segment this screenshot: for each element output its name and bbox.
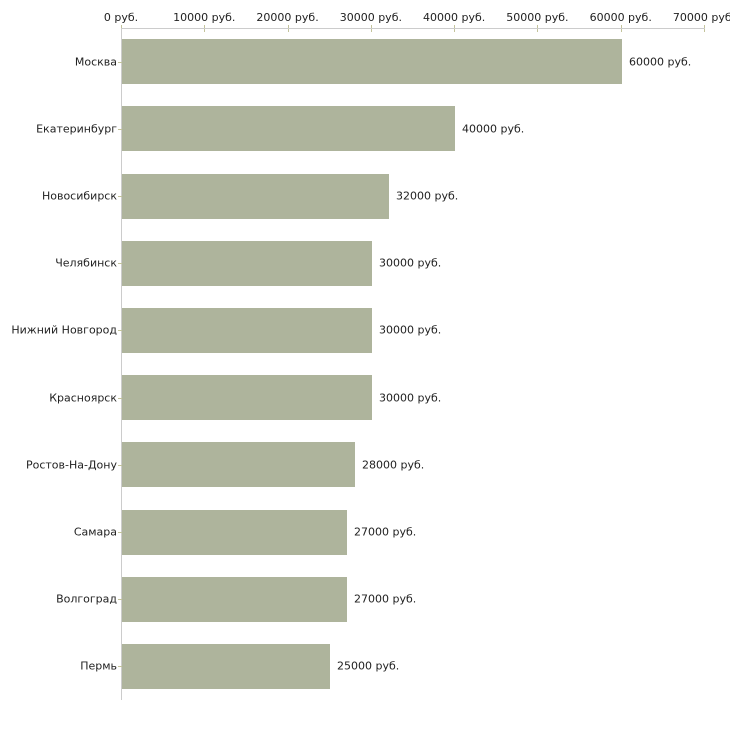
- category-label: Новосибирск: [41, 189, 117, 203]
- value-label: 60000 руб.: [629, 55, 692, 69]
- category-label: Красноярск: [49, 391, 117, 405]
- value-label: 27000 руб.: [354, 525, 417, 539]
- value-label: 25000 руб.: [337, 659, 400, 673]
- value-label: 30000 руб.: [379, 323, 442, 337]
- x-axis-tick-label: 0 руб.: [103, 11, 139, 24]
- bar: [122, 442, 355, 487]
- value-label: 27000 руб.: [354, 592, 417, 606]
- category-tick: [118, 599, 122, 600]
- bar: [122, 174, 389, 219]
- category-tick: [118, 465, 122, 466]
- category-label: Нижний Новгород: [11, 323, 117, 337]
- category-label: Волгоград: [56, 592, 117, 606]
- x-axis-tick-label: 30000 руб.: [339, 11, 402, 24]
- bar: [122, 577, 347, 622]
- category-label: Екатеринбург: [36, 122, 117, 136]
- bar: [122, 106, 455, 151]
- category-label: Москва: [74, 55, 117, 69]
- x-axis-tick-label: 50000 руб.: [506, 11, 569, 24]
- category-tick: [118, 532, 122, 533]
- category-tick: [118, 62, 122, 63]
- bar: [122, 510, 347, 555]
- value-label: 30000 руб.: [379, 256, 442, 270]
- x-axis-tick-label: 10000 руб.: [173, 11, 236, 24]
- bar: [122, 39, 622, 84]
- category-tick: [118, 263, 122, 264]
- x-axis-tick-label: 70000 руб.: [672, 11, 730, 24]
- y-axis-line: [121, 28, 122, 700]
- bar: [122, 375, 372, 420]
- category-label: Челябинск: [55, 256, 117, 270]
- x-axis-tick-label: 40000 руб.: [423, 11, 486, 24]
- category-label: Самара: [73, 525, 117, 539]
- category-label: Ростов-На-Дону: [25, 458, 117, 472]
- category-tick: [118, 196, 122, 197]
- value-label: 28000 руб.: [362, 458, 425, 472]
- category-tick: [118, 398, 122, 399]
- value-label: 40000 руб.: [462, 122, 525, 136]
- value-label: 32000 руб.: [396, 189, 459, 203]
- bar: [122, 644, 330, 689]
- x-axis-tick-label: 20000 руб.: [256, 11, 319, 24]
- x-axis-tick-label: 60000 руб.: [589, 11, 652, 24]
- x-axis-line: [121, 28, 705, 29]
- category-tick: [118, 666, 122, 667]
- bar: [122, 308, 372, 353]
- category-label: Пермь: [80, 659, 117, 673]
- value-label: 30000 руб.: [379, 391, 442, 405]
- bar: [122, 241, 372, 286]
- category-tick: [118, 129, 122, 130]
- category-tick: [118, 330, 122, 331]
